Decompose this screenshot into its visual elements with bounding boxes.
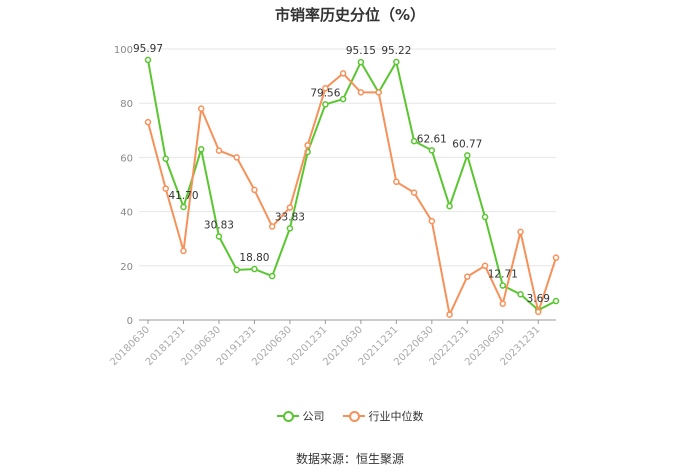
point-company (251, 265, 258, 273)
point-company (393, 58, 400, 66)
point-industry-median (375, 89, 382, 96)
point-company (233, 266, 240, 274)
point-company (410, 137, 418, 145)
data-label: 12.71 (488, 269, 518, 281)
point-industry-median (162, 185, 169, 192)
point-company (446, 202, 453, 210)
point-industry-median (517, 228, 524, 236)
data-label: 79.56 (310, 87, 340, 99)
point-industry-median (197, 105, 205, 112)
data-label: 62.61 (417, 133, 447, 145)
y-tick-label: 60 (120, 153, 133, 164)
point-industry-median (499, 300, 507, 307)
point-industry-median (428, 217, 436, 225)
y-tick-label: 20 (120, 262, 133, 273)
data-label: 30.83 (204, 219, 234, 231)
point-industry-median (215, 147, 223, 154)
point-company (517, 291, 524, 298)
point-company (162, 155, 169, 163)
y-tick-label: 40 (120, 208, 133, 219)
data-label: 60.77 (452, 138, 482, 150)
point-industry-median (304, 141, 311, 149)
point-industry-median (144, 118, 152, 126)
point-company (464, 152, 471, 159)
point-company (322, 101, 329, 108)
data-source: 数据来源：恒生聚源 (295, 452, 404, 466)
point-industry-median (481, 262, 489, 270)
chart-legend: 公司 行业中位数 (0, 408, 700, 424)
point-industry-median (535, 308, 542, 316)
point-industry-median (322, 85, 329, 92)
point-company (286, 225, 294, 232)
chart-title: 市销率历史分位（%） (274, 6, 426, 24)
data-label: 41.70 (168, 190, 198, 202)
point-industry-median (393, 178, 400, 186)
point-industry-median (446, 311, 453, 318)
y-tick-label: 80 (120, 99, 133, 110)
point-company (197, 146, 205, 153)
data-label: 33.83 (275, 211, 305, 223)
point-industry-median (464, 273, 471, 280)
data-label: 3.69 (527, 293, 550, 305)
point-industry-median (268, 223, 276, 230)
series-line-company (147, 59, 557, 312)
point-company (144, 56, 152, 64)
point-company (481, 213, 489, 221)
series-line-industry-median (147, 72, 557, 318)
point-industry-median (357, 89, 365, 96)
point-industry-median (410, 189, 418, 196)
point-industry-median (552, 254, 560, 261)
point-company (339, 95, 347, 103)
point-company (428, 147, 436, 154)
y-tick-label: 100 (114, 45, 133, 56)
legend-swatch-company (276, 411, 299, 422)
data-label: 95.97 (133, 43, 163, 55)
point-company (215, 233, 223, 240)
point-industry-median (251, 186, 258, 194)
legend-label-industry-median: 行业中位数 (368, 410, 424, 423)
point-company (268, 272, 276, 280)
point-company (180, 203, 187, 211)
point-industry-median (233, 154, 240, 161)
legend-label-company: 公司 (302, 410, 325, 423)
point-industry-median (339, 70, 347, 77)
point-company (499, 282, 507, 289)
point-industry-median (286, 204, 294, 211)
y-tick-label: 0 (127, 316, 133, 327)
legend-item-industry-median[interactable]: 行业中位数 (342, 408, 424, 424)
data-label: 18.80 (239, 252, 269, 264)
point-company (552, 297, 560, 305)
point-company (357, 58, 365, 66)
legend-item-company[interactable]: 公司 (276, 408, 325, 424)
data-label: 95.15 (346, 45, 376, 57)
legend-swatch-industry-median (342, 411, 365, 422)
data-label: 95.22 (381, 45, 411, 57)
point-industry-median (180, 247, 187, 255)
